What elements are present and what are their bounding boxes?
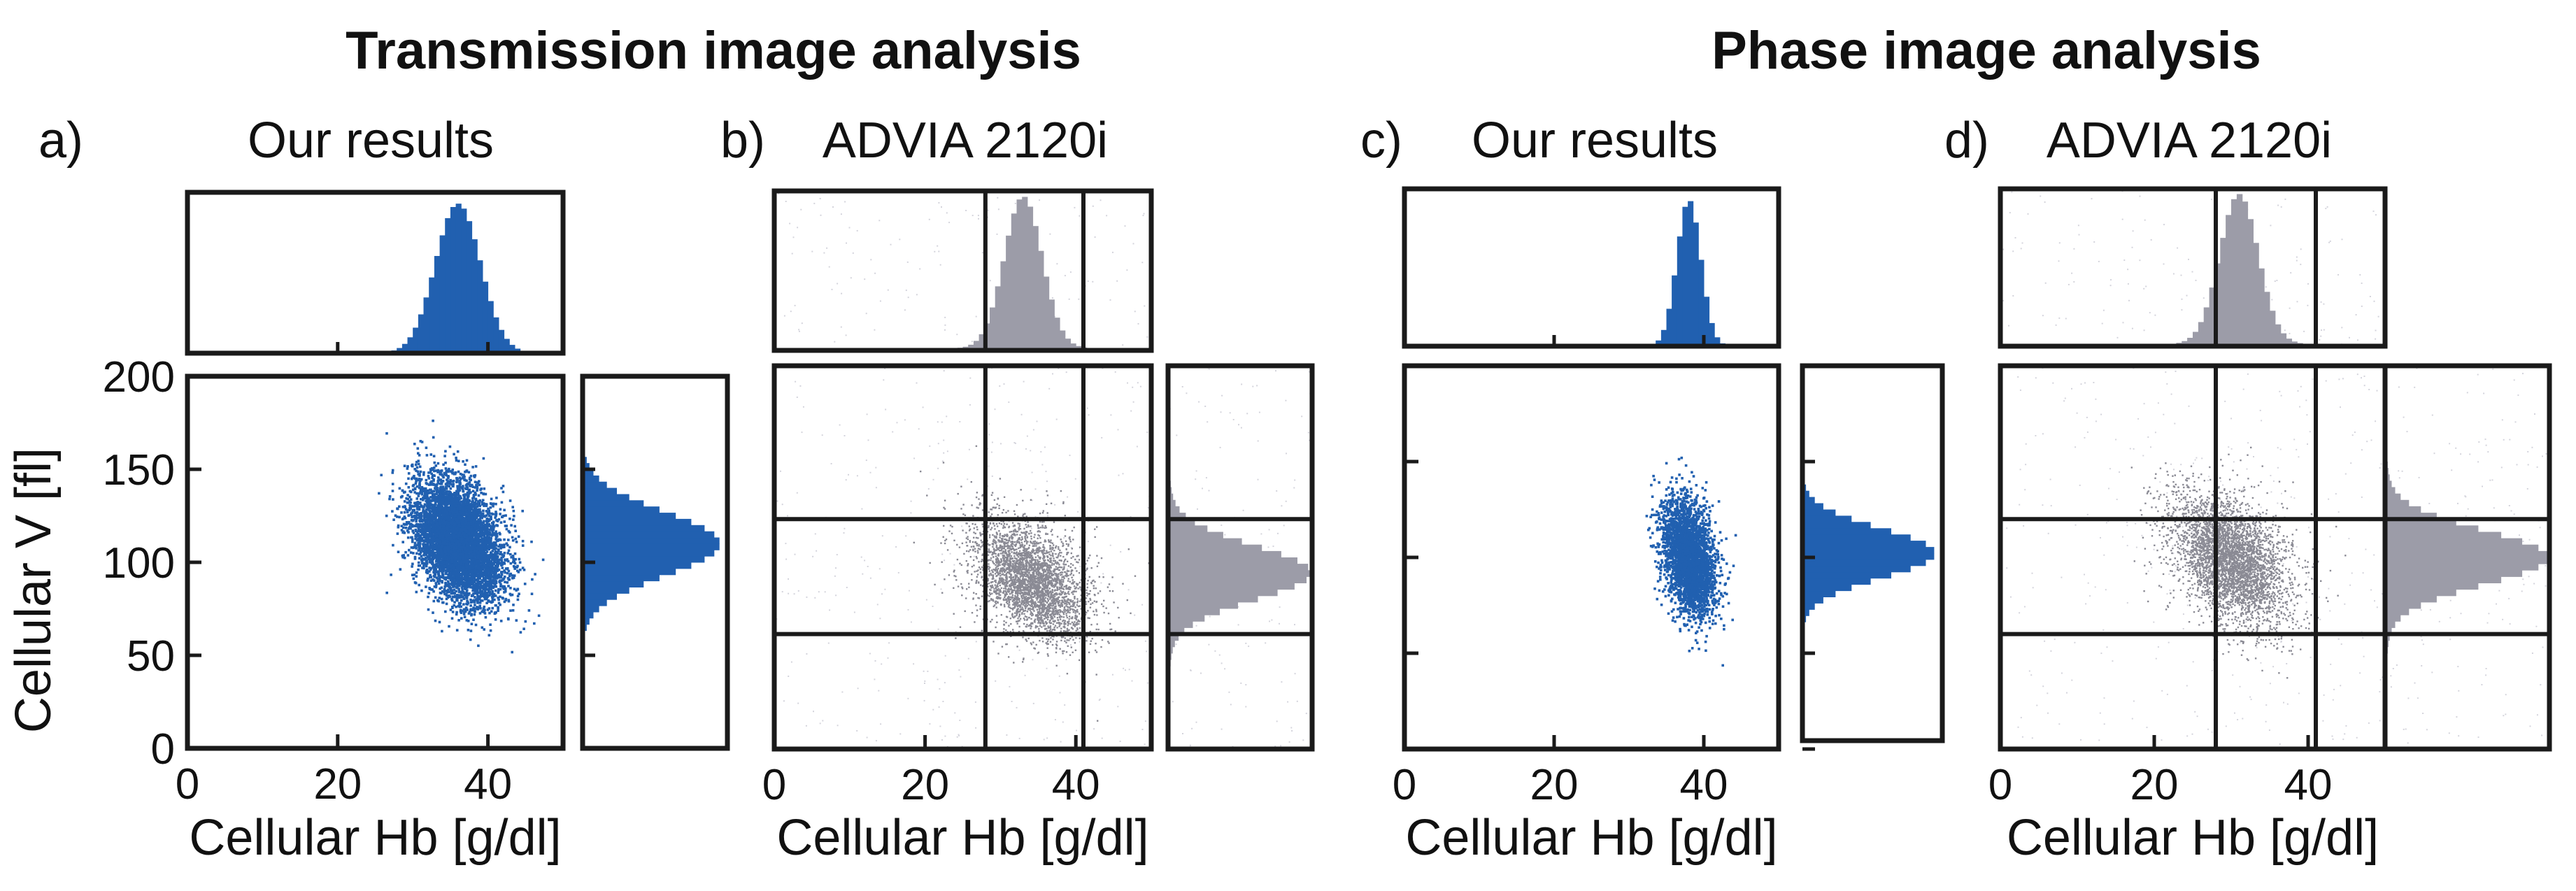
top-frame-a	[185, 190, 566, 356]
panel-title-c: Our results	[1472, 113, 1718, 169]
transmission-title: Transmission image analysis	[346, 21, 1081, 80]
panel-title-a: Our results	[248, 113, 494, 169]
y-axis-label-a: Cellular V [fl]	[6, 448, 62, 733]
x-axis-label-c: Cellular Hb [g/dl]	[1405, 810, 1777, 866]
x-tick-label-c-20: 20	[1530, 761, 1579, 809]
panel-title-b: ADVIA 2120i	[823, 113, 1108, 169]
main-frame-b	[771, 363, 1154, 752]
marginal-hist-hb-a	[380, 204, 537, 353]
background-noise-d	[2002, 190, 2551, 750]
marginal-hist-volume-c	[1802, 471, 1935, 635]
marginal-hist-volume-b	[1168, 366, 1312, 750]
x-tick-label-b-40: 40	[1052, 761, 1100, 809]
panel-label-d: d)	[1944, 113, 1989, 169]
marginal-hist-hb-b	[849, 197, 1152, 350]
panel-label-b: b)	[720, 113, 765, 169]
marginal-hist-volume-d	[2385, 366, 2548, 750]
y-tick-label-a-150: 150	[103, 446, 175, 494]
x-tick-label-c-0: 0	[1393, 761, 1416, 809]
marginal-hist-hb-d	[2066, 194, 2386, 346]
gate-lines-d	[2000, 189, 2549, 749]
top-frame-c	[1402, 186, 1781, 349]
x-tick-label-a-20: 20	[313, 760, 362, 808]
x-tick-label-d-20: 20	[2130, 761, 2179, 809]
x-tick-label-d-0: 0	[1988, 761, 2012, 809]
scatter-points-b	[913, 445, 1150, 722]
x-axis-label-a: Cellular Hb [g/dl]	[189, 810, 561, 866]
marginal-hist-hb-c	[1644, 201, 1731, 346]
x-tick-label-a-40: 40	[464, 760, 512, 808]
y-tick-label-a-0: 0	[151, 725, 175, 774]
panel-title-d: ADVIA 2120i	[2047, 113, 2332, 169]
x-tick-label-b-20: 20	[901, 761, 949, 809]
top-frame-d	[1998, 186, 2388, 349]
x-axis-label-d: Cellular Hb [g/dl]	[2007, 810, 2379, 866]
x-tick-label-b-0: 0	[762, 761, 786, 809]
side-frame-b	[1165, 363, 1315, 752]
y-tick-label-a-100: 100	[103, 539, 175, 587]
panel-label-a: a)	[38, 113, 83, 169]
side-frame-d	[2382, 363, 2552, 752]
x-tick-label-a-0: 0	[176, 760, 199, 808]
panel-label-c: c)	[1360, 113, 1402, 169]
y-tick-label-a-200: 200	[103, 353, 175, 401]
panel-a: a) Our results 0 20 40 0 50 100 150 200 Cellular H…	[6, 113, 730, 866]
marginal-hist-volume-a	[583, 432, 720, 656]
main-frame-a	[185, 373, 566, 751]
gate-lines-b	[774, 191, 1312, 749]
x-axis-label-b: Cellular Hb [g/dl]	[776, 810, 1148, 866]
phase-title: Phase image analysis	[1712, 21, 2261, 80]
side-frame-c	[1800, 363, 1945, 743]
x-tick-label-d-40: 40	[2284, 761, 2333, 809]
scatter-points-a	[378, 419, 545, 654]
y-tick-label-a-50: 50	[127, 632, 175, 680]
scatter-points-c	[1645, 456, 1737, 667]
main-frame-c	[1402, 363, 1781, 752]
x-tick-label-c-40: 40	[1680, 761, 1728, 809]
top-frame-b	[771, 188, 1154, 353]
